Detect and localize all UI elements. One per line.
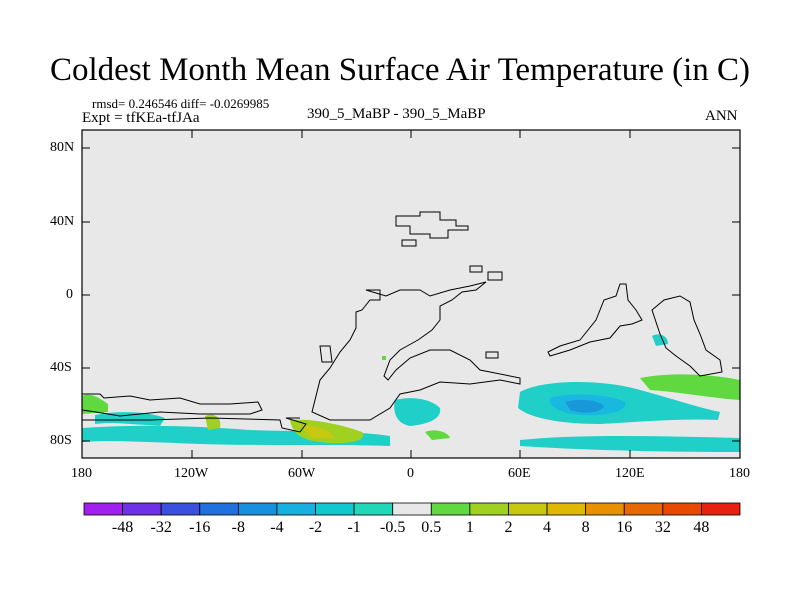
lon-label: 120E [615, 466, 645, 481]
anomaly-patch [394, 398, 441, 426]
lat-label: 0 [66, 287, 73, 302]
anomaly-patch [520, 436, 740, 452]
colorbar-swatch [83, 502, 123, 516]
colorbar-swatch [623, 502, 664, 516]
anomaly-patch [425, 430, 450, 440]
anomaly-patch [382, 356, 386, 360]
experiment-label: Expt = tfKEa-tfJAa [82, 110, 200, 126]
colorbar [83, 502, 741, 516]
anomaly-fields [82, 334, 740, 452]
anomaly-patch [640, 374, 740, 400]
axis-ticks [82, 130, 740, 458]
lat-label: 80N [50, 140, 75, 155]
anomaly-patch [565, 399, 604, 413]
colorbar-tick-label: -2 [308, 519, 323, 536]
colorbar-swatch [276, 502, 316, 516]
colorbar-tick-label: -16 [189, 519, 211, 536]
colorbar-tick-label: 0.5 [421, 519, 442, 536]
lon-label: 180 [71, 466, 92, 481]
colorbar-tick-label: 2 [504, 519, 513, 536]
colorbar-swatch [199, 502, 239, 516]
colorbar-tick-label: 4 [543, 519, 552, 536]
colorbar-tick-label: 1 [465, 519, 474, 536]
lon-label: 120W [174, 466, 209, 481]
lon-label: 0 [407, 466, 414, 481]
colorbar-swatch [315, 502, 355, 516]
comparison-label: 390_5_MaBP - 390_5_MaBP [307, 106, 486, 122]
anomaly-patch [82, 394, 108, 414]
colorbar-swatch [237, 502, 278, 516]
period-label: ANN [705, 108, 738, 124]
colorbar-tick-label: 8 [581, 519, 590, 536]
colorbar-tick-label: -48 [111, 519, 134, 536]
colorbar-swatch [701, 502, 741, 516]
colorbar-tick-label: -0.5 [380, 519, 406, 536]
lat-label: 40N [50, 214, 75, 229]
colorbar-tick-label: -8 [231, 519, 246, 536]
lon-label: 180 [729, 466, 750, 481]
colorbar-swatch [160, 502, 201, 516]
anomaly-patch [95, 412, 165, 426]
anomaly-patch [300, 425, 335, 438]
colorbar-swatch [508, 502, 548, 516]
colorbar-swatch [585, 502, 625, 516]
colorbar-swatch [353, 502, 394, 516]
map-title: Coldest Month Mean Surface Air Temperatu… [50, 52, 750, 88]
lon-label: 60W [288, 466, 316, 481]
colorbar-swatch [430, 502, 471, 516]
colorbar-tick-label: -4 [270, 519, 284, 536]
colorbar-swatch [469, 502, 509, 516]
colorbar-tick-label: -32 [150, 519, 172, 536]
colorbar-swatch [662, 502, 702, 516]
lon-label: 60E [508, 466, 531, 481]
colorbar-swatch [122, 502, 162, 516]
colorbar-swatch [392, 502, 432, 516]
colorbar-tick-label: 48 [693, 519, 710, 536]
coastlines [81, 211, 723, 433]
colorbar-tick-label: -1 [347, 519, 361, 536]
lat-label: 40S [50, 360, 72, 375]
colorbar-tick-label: 16 [616, 519, 633, 536]
lat-label: 80S [50, 433, 72, 448]
colorbar-swatch [546, 502, 587, 516]
rmsd-diff-stats: rmsd= 0.246546 diff= -0.0269985 [92, 96, 270, 111]
colorbar-tick-label: 32 [654, 519, 671, 536]
